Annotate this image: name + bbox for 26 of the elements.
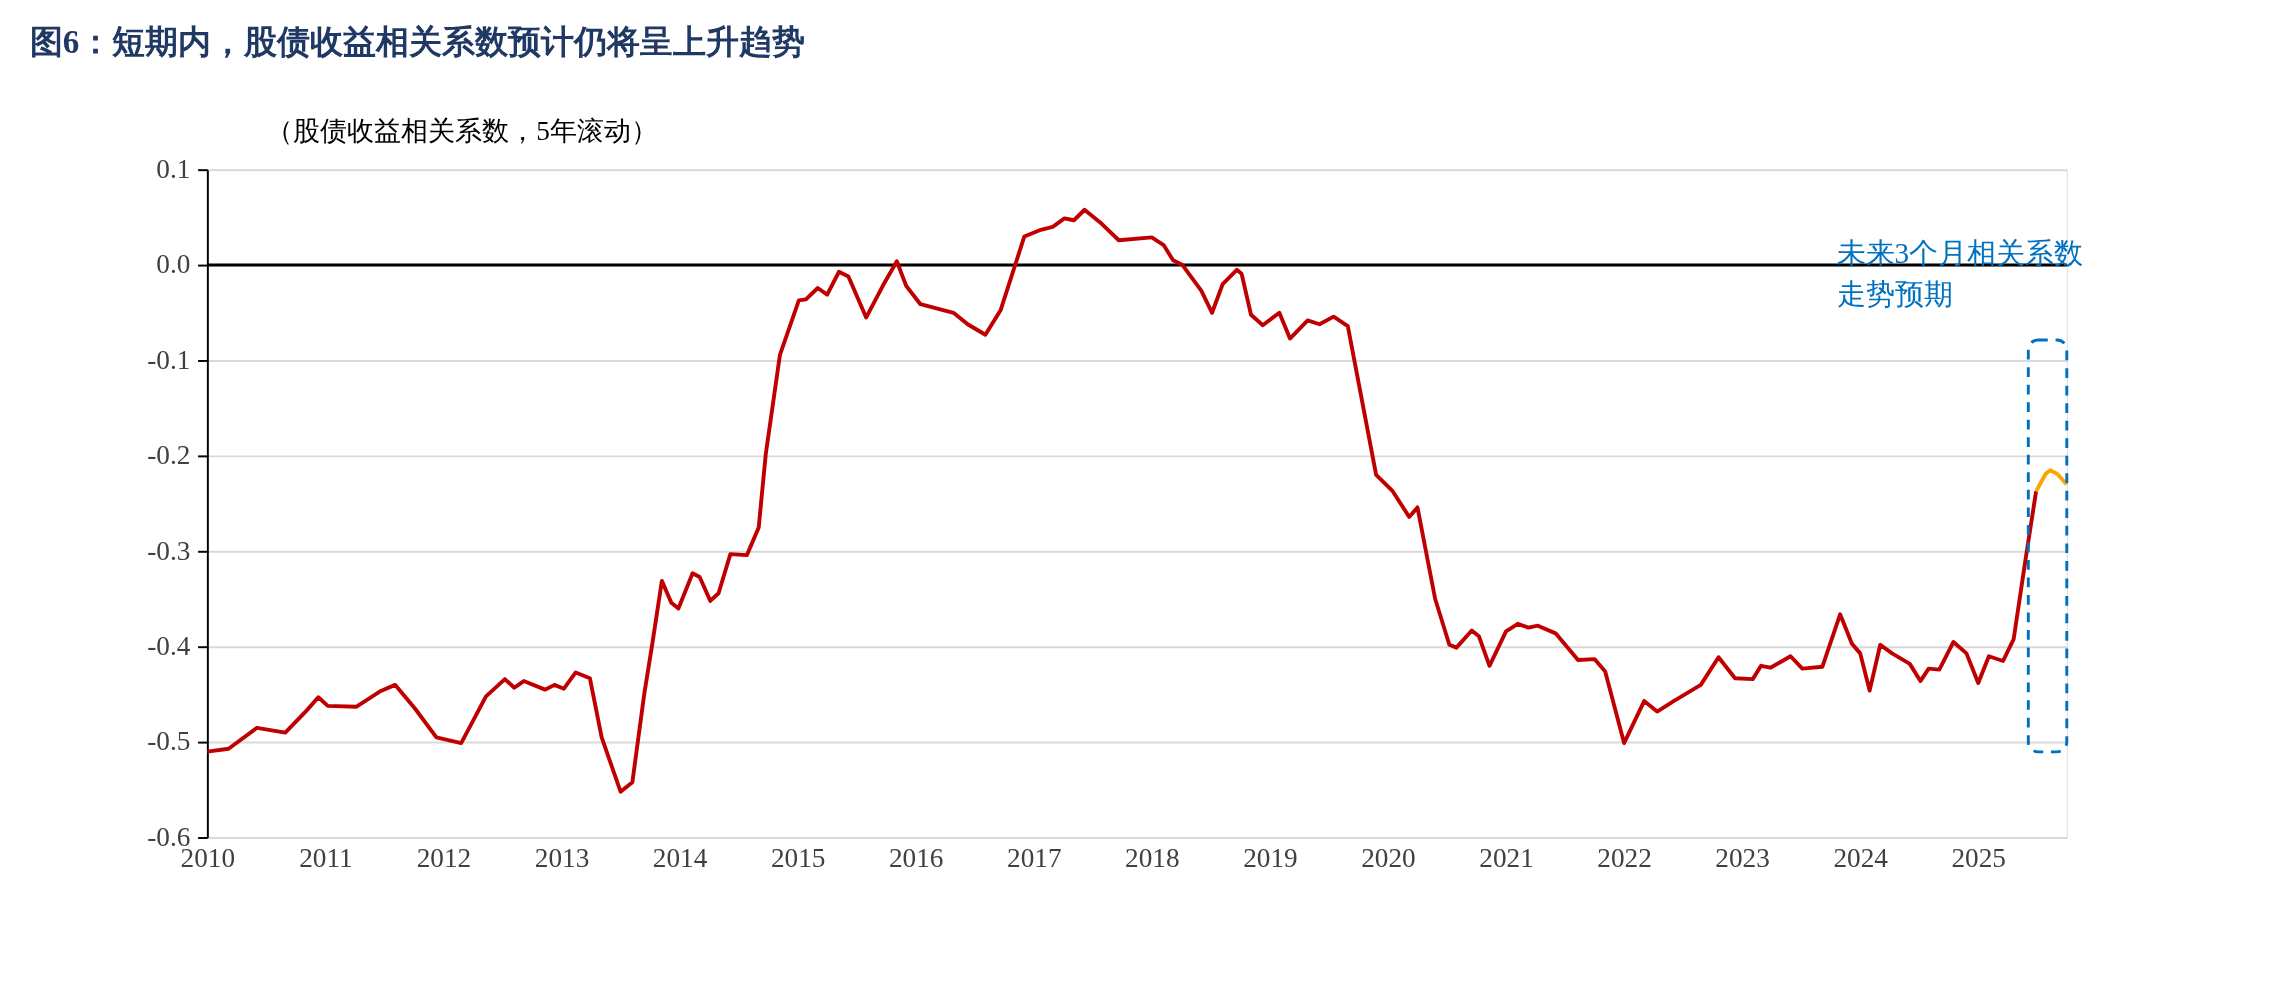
x-tick-label: 2016 xyxy=(888,843,944,874)
annotation: 未来3个月相关系数走势预期 xyxy=(1836,237,2084,311)
x-tick-label: 2023 xyxy=(1715,843,1770,874)
y-tick-label: -0.2 xyxy=(147,440,191,471)
x-tick-label: 2024 xyxy=(1833,843,1889,874)
y-tick-label: -0.3 xyxy=(147,535,191,566)
x-tick-label: 2017 xyxy=(1007,843,1062,874)
x-tick-label: 2025 xyxy=(1951,843,2006,874)
x-tick-label: 2019 xyxy=(1243,843,1298,874)
y-tick-label: -0.5 xyxy=(147,726,191,757)
x-tick-label: 2013 xyxy=(534,843,590,874)
x-tick-label: 2011 xyxy=(299,843,353,874)
x-tick-label: 2015 xyxy=(770,843,826,874)
x-tick-label: 2022 xyxy=(1597,843,1652,874)
x-tick-label: 2018 xyxy=(1125,843,1180,874)
y-tick-label: -0.1 xyxy=(147,344,191,375)
line-series xyxy=(2034,468,2069,494)
y-axis-title: （股债收益相关系数，5年滚动） xyxy=(266,115,658,146)
x-tick-label: 2020 xyxy=(1361,843,1416,874)
x-tick-label: 2012 xyxy=(416,843,472,874)
chart-title: 图6：短期内，股债收益相关系数预计仍将呈上升趋势 xyxy=(29,23,806,60)
y-tick-label: 0.1 xyxy=(156,153,191,184)
x-tick-label: 2021 xyxy=(1479,843,1534,874)
y-tick-label: 0.0 xyxy=(156,249,191,280)
x-tick-label: 2014 xyxy=(652,843,708,874)
y-tick-label: -0.4 xyxy=(147,630,191,661)
